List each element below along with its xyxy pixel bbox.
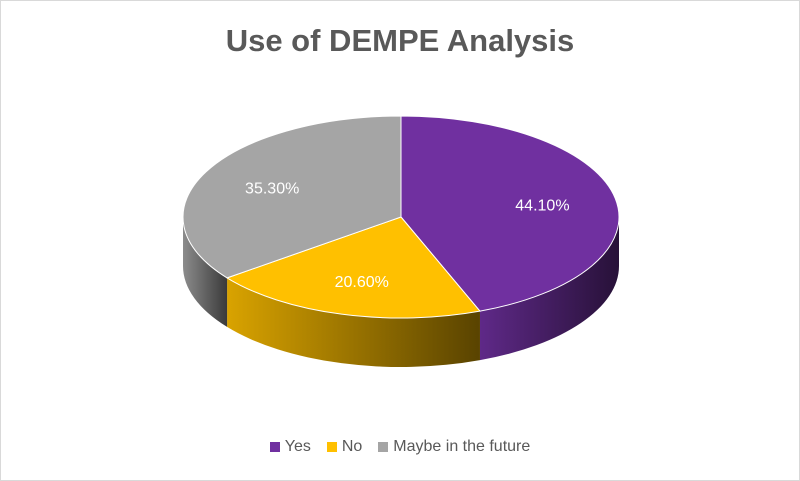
legend-label-yes: Yes [284,438,311,455]
data-label-no: 20.60% [335,274,389,291]
pie-slice-maybe [182,115,402,279]
legend-item-maybe: Maybe in the future [378,438,530,456]
pie-side-maybe [183,217,228,327]
legend-swatch-maybe [378,442,389,452]
legend-swatch-no [326,442,337,452]
legend-swatch-yes [269,442,280,452]
legend-item-yes: Yes [269,438,311,456]
legend-label-maybe: Maybe in the future [393,438,531,455]
legend-item-no: No [326,438,363,456]
data-label-maybe: 35.30% [245,180,299,197]
pie-side-no [227,277,480,367]
chart-title: Use of DEMPE Analysis [225,23,575,58]
legend: Yes No Maybe in the future [1,438,799,456]
legend-label-no: No [341,438,363,455]
pie-slice-yes [400,115,620,312]
pie-chart: 44.10% 20.60% 35.30% [182,115,620,367]
pie-slice-no [225,216,481,319]
pie-side-yes [479,217,619,361]
data-label-yes: 44.10% [515,198,569,215]
